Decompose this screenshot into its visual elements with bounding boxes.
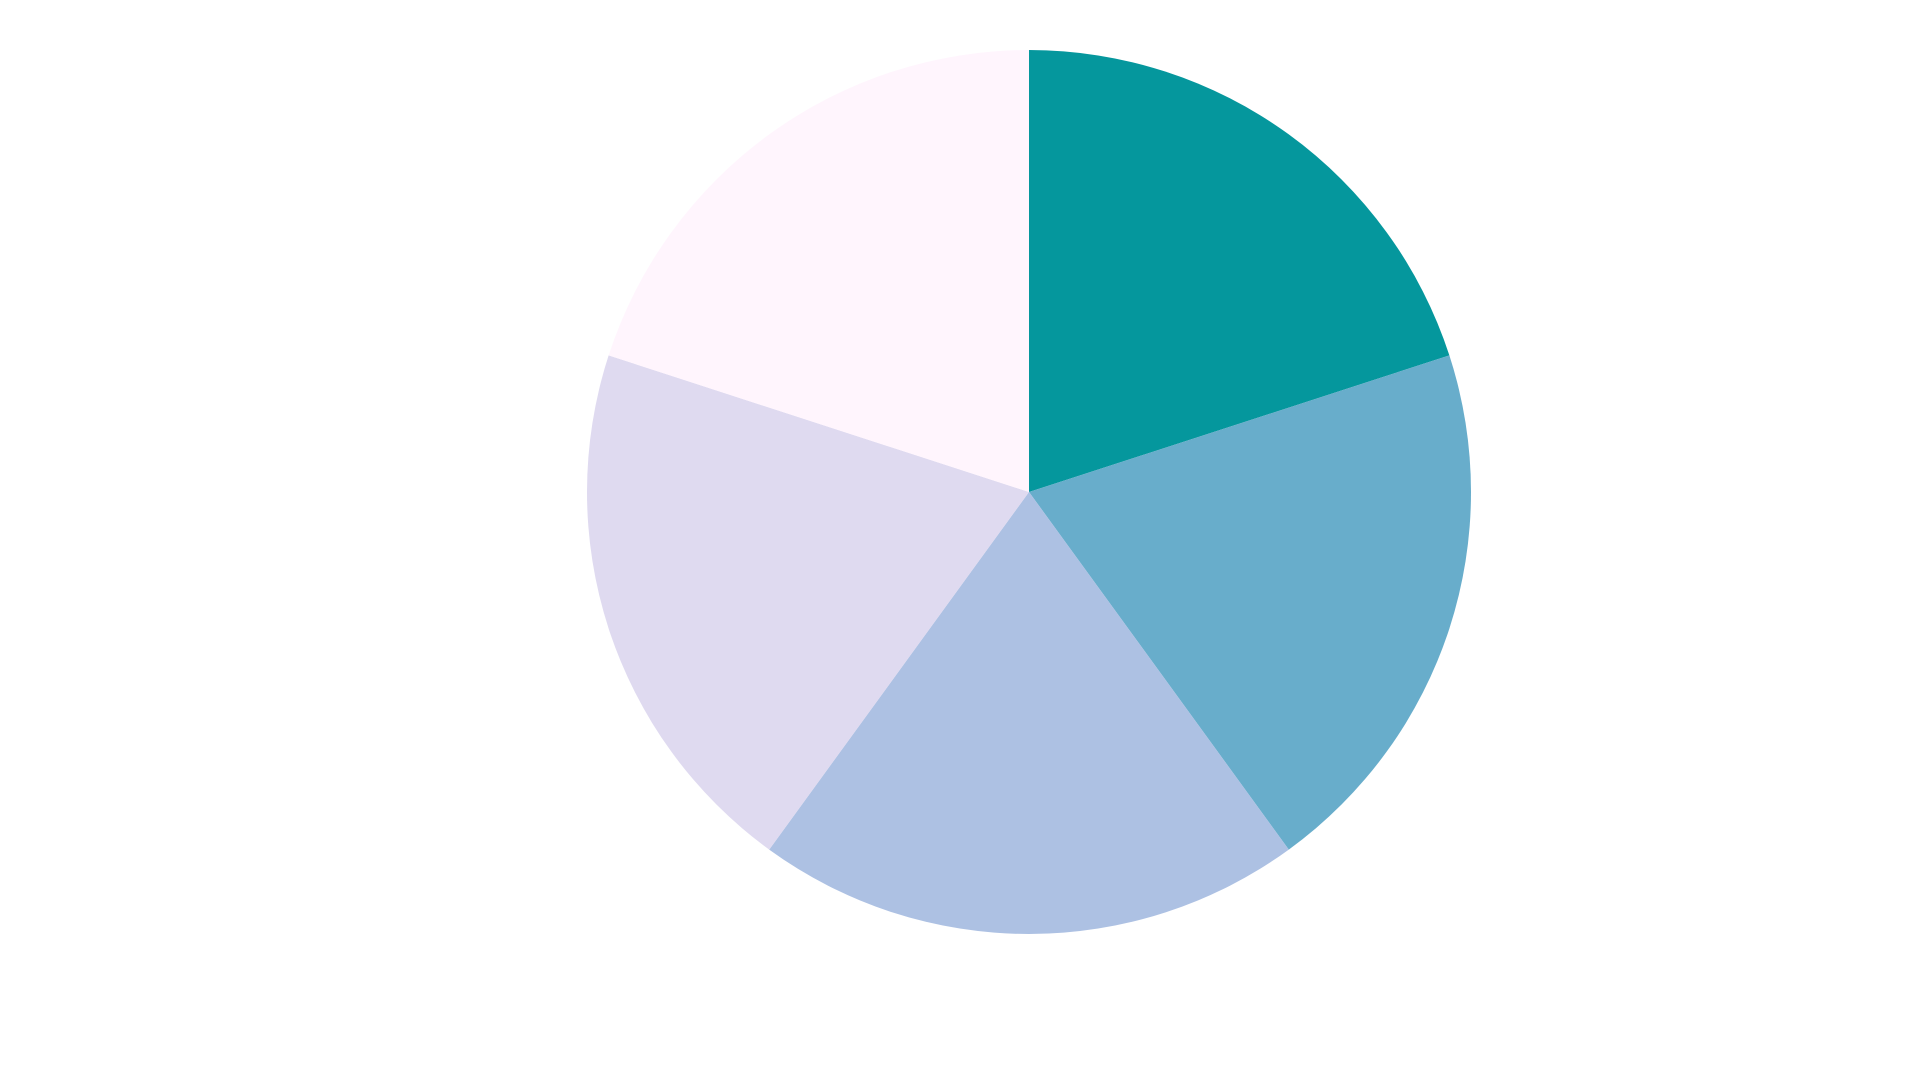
pie-slice-2 [1029,355,1471,850]
pie-slice-5 [608,50,1029,492]
pie-slice-1 [1029,50,1450,492]
pie-slices [587,50,1471,934]
pie-slice-3 [769,492,1289,934]
pie-slice-4 [587,355,1029,850]
